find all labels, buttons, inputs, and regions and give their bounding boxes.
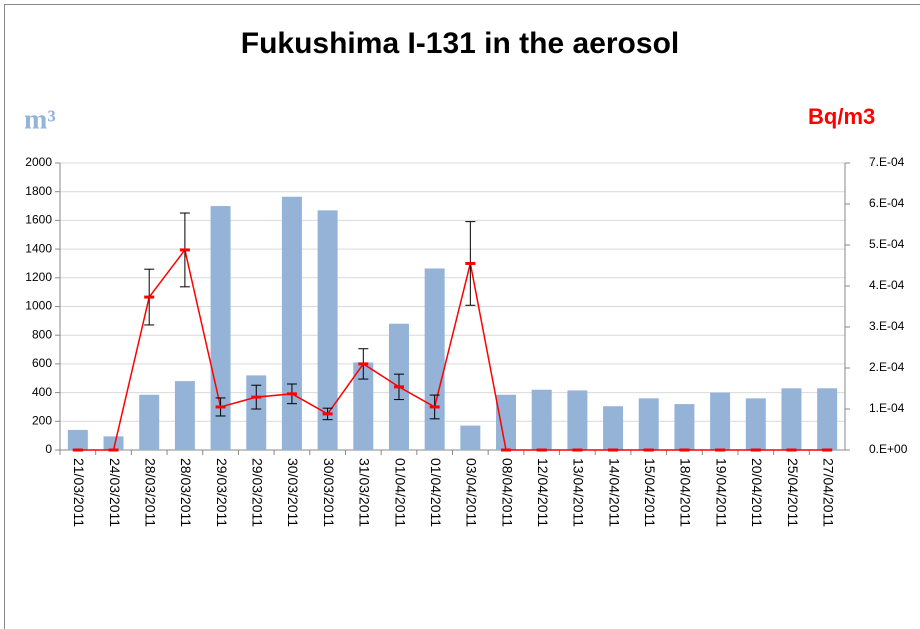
bar (567, 390, 588, 450)
bar (710, 392, 731, 450)
bar (460, 425, 481, 450)
marker (786, 448, 797, 452)
bar (67, 429, 88, 450)
marker (108, 448, 119, 452)
bar (246, 375, 267, 450)
y-tick-label: 800 (32, 327, 52, 341)
y2-tick-label: 4.E-04 (869, 278, 905, 292)
marker (572, 448, 583, 452)
y2-tick-label: 2.E-04 (869, 360, 905, 374)
y-tick-label: 400 (32, 385, 52, 399)
marker (715, 448, 726, 452)
bar (174, 381, 195, 450)
marker (358, 362, 369, 366)
x-tick-label: 30/03/2011 (321, 458, 337, 527)
y2-tick-label: 5.E-04 (869, 237, 905, 251)
x-tick-label: 20/04/2011 (749, 458, 765, 527)
marker (179, 248, 190, 252)
x-tick-label: 15/04/2011 (642, 458, 658, 527)
marker (536, 448, 547, 452)
y-tick-label: 1200 (25, 270, 52, 284)
y-axis-label: m³ (24, 104, 56, 135)
marker (322, 412, 333, 416)
x-tick-label: 14/04/2011 (606, 458, 622, 527)
bar (531, 389, 552, 450)
bar (745, 398, 766, 450)
bar (281, 196, 302, 450)
x-tick-label: 29/03/2011 (250, 458, 266, 527)
marker (643, 448, 654, 452)
y-tick-label: 1400 (25, 241, 52, 255)
marker (215, 405, 226, 409)
x-tick-label: 30/03/2011 (285, 458, 301, 527)
bar (781, 388, 802, 450)
y-tick-label: 1000 (25, 299, 52, 313)
chart-title: Fukushima I-131 in the aerosol (241, 27, 679, 60)
y-tick-label: 200 (32, 413, 52, 427)
x-tick-label: 13/04/2011 (571, 458, 587, 527)
x-tick-label: 19/04/2011 (713, 458, 729, 527)
marker (251, 395, 262, 399)
marker (393, 385, 404, 389)
y2-tick-label: 6.E-04 (869, 196, 905, 210)
marker (822, 448, 833, 452)
x-tick-label: 31/03/2011 (357, 458, 373, 527)
y2-tick-label: 1.E-04 (869, 401, 905, 415)
bar (210, 206, 231, 450)
x-tick-label: 28/03/2011 (143, 458, 159, 527)
x-tick-label: 24/03/2011 (107, 458, 123, 527)
y2-axis-label: Bq/m3 (808, 104, 875, 129)
y2-tick-label: 3.E-04 (869, 319, 905, 333)
bar (317, 210, 338, 450)
bar (424, 268, 445, 450)
bar (817, 388, 838, 450)
bar (103, 436, 124, 450)
marker (72, 448, 83, 452)
x-tick-label: 12/04/2011 (535, 458, 551, 527)
y-tick-label: 1800 (25, 184, 52, 198)
x-tick-label: 18/04/2011 (678, 458, 694, 527)
marker (608, 448, 619, 452)
x-tick-label: 01/04/2011 (392, 458, 408, 527)
marker (465, 261, 476, 265)
marker (750, 448, 761, 452)
y-tick-label: 2000 (25, 155, 52, 169)
line (77, 248, 828, 451)
y-tick-label: 600 (32, 356, 52, 370)
y2-tick-label: 0.E+00 (869, 442, 908, 456)
chart-border (4, 4, 920, 629)
bar (496, 394, 517, 450)
marker (501, 448, 512, 452)
marker (144, 295, 155, 299)
bar (603, 406, 624, 450)
x-tick-label: 27/04/2011 (820, 458, 836, 527)
bar (674, 404, 695, 450)
x-tick-label: 28/03/2011 (178, 458, 194, 527)
bar (638, 398, 659, 450)
bar (139, 394, 160, 450)
x-tick-label: 29/03/2011 (214, 458, 230, 527)
y-tick-label: 1600 (25, 213, 52, 227)
x-tick-label: 03/04/2011 (464, 458, 480, 527)
y2-tick-label: 7.E-04 (869, 155, 905, 169)
x-tick-label: 21/03/2011 (71, 458, 87, 527)
marker (286, 392, 297, 396)
marker (429, 405, 440, 409)
y-tick-label: 0 (45, 442, 52, 456)
x-tick-label: 25/04/2011 (785, 458, 801, 527)
marker (679, 448, 690, 452)
x-tick-label: 08/04/2011 (499, 458, 515, 527)
bar (353, 362, 374, 450)
x-tick-label: 01/04/2011 (428, 458, 444, 527)
